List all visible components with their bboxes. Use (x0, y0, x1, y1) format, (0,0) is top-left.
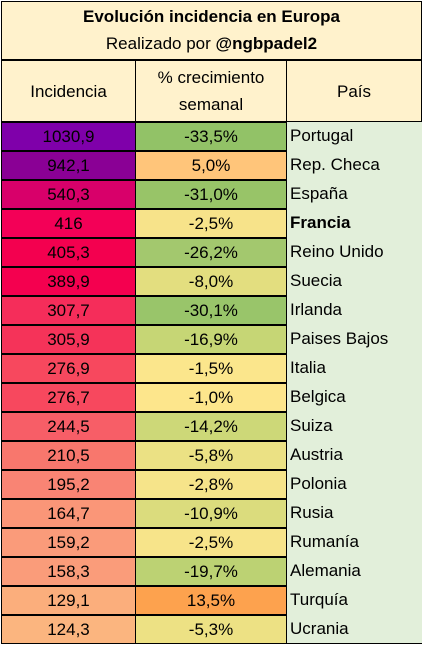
incidencia-cell[interactable]: 540,3 (1, 180, 136, 209)
table-row: 129,1 13,5% Turquía (1, 586, 422, 615)
pais-cell[interactable]: Suiza (286, 412, 422, 441)
table-row: 305,9 -16,9% Paises Bajos (1, 325, 422, 354)
table-row: 1030,9 -33,5% Portugal (1, 122, 422, 151)
incidencia-cell[interactable]: 1030,9 (1, 122, 136, 151)
pais-cell[interactable]: Paises Bajos (286, 325, 422, 354)
pais-cell[interactable]: Rep. Checa (286, 151, 422, 180)
incidencia-cell[interactable]: 210,5 (1, 441, 136, 470)
incidencia-cell[interactable]: 164,7 (1, 499, 136, 528)
pais-cell[interactable]: Suecia (286, 267, 422, 296)
incidencia-cell[interactable]: 276,7 (1, 383, 136, 412)
pais-cell[interactable]: Rumanía (286, 528, 422, 557)
incidencia-cell[interactable]: 389,9 (1, 267, 136, 296)
crecimiento-cell[interactable]: -33,5% (135, 122, 287, 151)
crecimiento-cell[interactable]: -30,1% (135, 296, 287, 325)
table-row: 276,9 -1,5% Italia (1, 354, 422, 383)
table-row: 244,5 -14,2% Suiza (1, 412, 422, 441)
incidencia-cell[interactable]: 158,3 (1, 557, 136, 586)
title-box: Evolución incidencia en Europa Realizado… (1, 1, 422, 60)
crecimiento-cell[interactable]: -10,9% (135, 499, 287, 528)
incidencia-cell[interactable]: 416 (1, 209, 136, 238)
crecimiento-cell[interactable]: -31,0% (135, 180, 287, 209)
crecimiento-cell[interactable]: -26,2% (135, 238, 287, 267)
table-row: 942,1 5,0% Rep. Checa (1, 151, 422, 180)
subtitle-handle: @ngbpadel2 (215, 34, 318, 53)
table-row: 405,3 -26,2% Reino Unido (1, 238, 422, 267)
table-row: 416 -2,5% Francia (1, 209, 422, 238)
incidencia-cell[interactable]: 405,3 (1, 238, 136, 267)
table-row: 164,7 -10,9% Rusia (1, 499, 422, 528)
header-pais: País (286, 60, 422, 122)
pais-cell[interactable]: Reino Unido (286, 238, 422, 267)
table-row: 276,7 -1,0% Belgica (1, 383, 422, 412)
incidencia-cell[interactable]: 305,9 (1, 325, 136, 354)
pais-cell[interactable]: Austria (286, 441, 422, 470)
table-row: 158,3 -19,7% Alemania (1, 557, 422, 586)
crecimiento-cell[interactable]: -8,0% (135, 267, 287, 296)
crecimiento-cell[interactable]: -14,2% (135, 412, 287, 441)
crecimiento-cell[interactable]: -19,7% (135, 557, 287, 586)
incidencia-cell[interactable]: 244,5 (1, 412, 136, 441)
crecimiento-cell[interactable]: -5,8% (135, 441, 287, 470)
incidencia-cell[interactable]: 307,7 (1, 296, 136, 325)
pais-cell[interactable]: Rusia (286, 499, 422, 528)
table-row: 195,2 -2,8% Polonia (1, 470, 422, 499)
incidencia-cell[interactable]: 276,9 (1, 354, 136, 383)
header-crecimiento-label: % crecimiento semanal (157, 68, 265, 114)
crecimiento-cell[interactable]: -1,0% (135, 383, 287, 412)
crecimiento-cell[interactable]: -16,9% (135, 325, 287, 354)
incidencia-cell[interactable]: 159,2 (1, 528, 136, 557)
crecimiento-cell[interactable]: -5,3% (135, 615, 287, 644)
incidencia-cell[interactable]: 942,1 (1, 151, 136, 180)
incidencia-cell[interactable]: 129,1 (1, 586, 136, 615)
crecimiento-cell[interactable]: -2,5% (135, 528, 287, 557)
header-incidencia: Incidencia (1, 60, 136, 122)
pais-cell[interactable]: Belgica (286, 383, 422, 412)
table-row: 540,3 -31,0% España (1, 180, 422, 209)
table-title: Evolución incidencia en Europa (83, 7, 340, 26)
pais-cell[interactable]: Alemania (286, 557, 422, 586)
crecimiento-cell[interactable]: 5,0% (135, 151, 287, 180)
pais-cell[interactable]: Ucrania (286, 615, 422, 644)
crecimiento-cell[interactable]: -2,5% (135, 209, 287, 238)
pais-cell[interactable]: Portugal (286, 122, 422, 151)
incidencia-cell[interactable]: 195,2 (1, 470, 136, 499)
crecimiento-cell[interactable]: -1,5% (135, 354, 287, 383)
table-subtitle: Realizado por @ngbpadel2 (2, 34, 421, 54)
pais-cell[interactable]: Polonia (286, 470, 422, 499)
incidencia-cell[interactable]: 124,3 (1, 615, 136, 644)
crecimiento-cell[interactable]: -2,8% (135, 470, 287, 499)
pais-cell[interactable]: Turquía (286, 586, 422, 615)
table-row: 210,5 -5,8% Austria (1, 441, 422, 470)
crecimiento-cell[interactable]: 13,5% (135, 586, 287, 615)
subtitle-prefix: Realizado por (105, 34, 216, 53)
header-crecimiento: % crecimiento semanal (135, 60, 287, 122)
table-row: 389,9 -8,0% Suecia (1, 267, 422, 296)
pais-cell[interactable]: Francia (286, 209, 422, 238)
pais-cell[interactable]: España (286, 180, 422, 209)
table-row: 124,3 -5,3% Ucrania (1, 615, 422, 644)
pais-cell[interactable]: Irlanda (286, 296, 422, 325)
table-row: 159,2 -2,5% Rumanía (1, 528, 422, 557)
pais-cell[interactable]: Italia (286, 354, 422, 383)
table-row: 307,7 -30,1% Irlanda (1, 296, 422, 325)
